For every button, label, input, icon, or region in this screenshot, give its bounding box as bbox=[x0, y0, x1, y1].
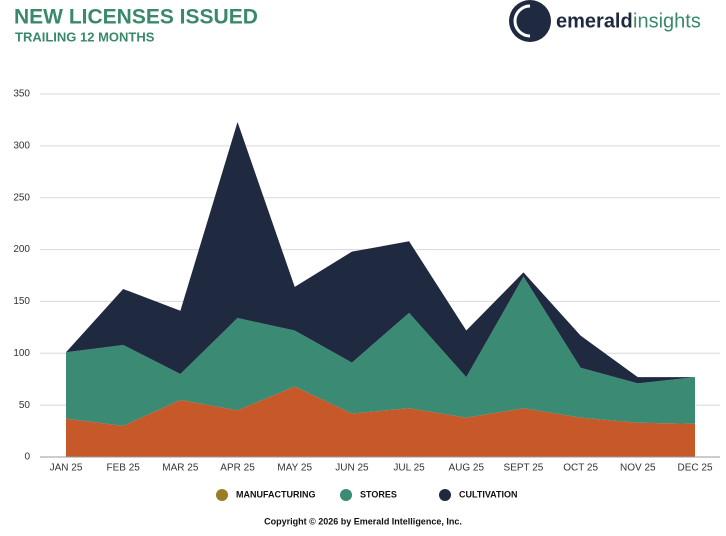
legend-label: MANUFACTURING bbox=[236, 489, 316, 499]
x-tick-label: AUG 25 bbox=[448, 463, 484, 474]
legend-marker bbox=[340, 489, 352, 501]
y-tick-label: 150 bbox=[13, 296, 30, 307]
legend-label: CULTIVATION bbox=[459, 489, 518, 499]
brand-name: emerald bbox=[556, 10, 633, 32]
x-tick-label: DEC 25 bbox=[677, 463, 712, 474]
x-tick-label: FEB 25 bbox=[107, 463, 141, 474]
legend-label: STORES bbox=[360, 489, 397, 499]
x-tick-label: JUL 25 bbox=[393, 463, 425, 474]
brand-suffix: insights bbox=[633, 10, 701, 32]
x-tick-label: JAN 25 bbox=[50, 463, 83, 474]
x-tick-label: MAY 25 bbox=[277, 463, 312, 474]
chart-subtitle: TRAILING 12 MONTHS bbox=[15, 29, 155, 44]
y-tick-label: 250 bbox=[13, 192, 30, 203]
x-tick-label: APR 25 bbox=[220, 463, 255, 474]
legend-marker bbox=[216, 489, 228, 501]
logo-icon-arc bbox=[513, 4, 531, 38]
x-tick-label: MAR 25 bbox=[162, 463, 199, 474]
legend-marker bbox=[439, 489, 451, 501]
y-tick-label: 0 bbox=[24, 452, 30, 463]
copyright: Copyright © 2026 by Emerald Intelligence… bbox=[264, 516, 462, 526]
x-tick-label: NOV 25 bbox=[620, 463, 656, 474]
logo: emerald insights bbox=[509, 0, 701, 42]
y-tick-label: 50 bbox=[19, 400, 31, 411]
x-tick-label: OCT 25 bbox=[563, 463, 598, 474]
x-tick-label: SEPT 25 bbox=[504, 463, 544, 474]
y-tick-label: 200 bbox=[13, 244, 30, 255]
area bbox=[66, 122, 695, 384]
x-tick-label: JUN 25 bbox=[335, 463, 369, 474]
y-tick-label: 350 bbox=[13, 89, 30, 100]
y-tick-label: 300 bbox=[13, 140, 30, 151]
chart-title: NEW LICENSES ISSUED bbox=[14, 6, 258, 29]
area bbox=[66, 276, 695, 426]
area bbox=[66, 386, 695, 457]
y-tick-label: 100 bbox=[13, 348, 30, 359]
